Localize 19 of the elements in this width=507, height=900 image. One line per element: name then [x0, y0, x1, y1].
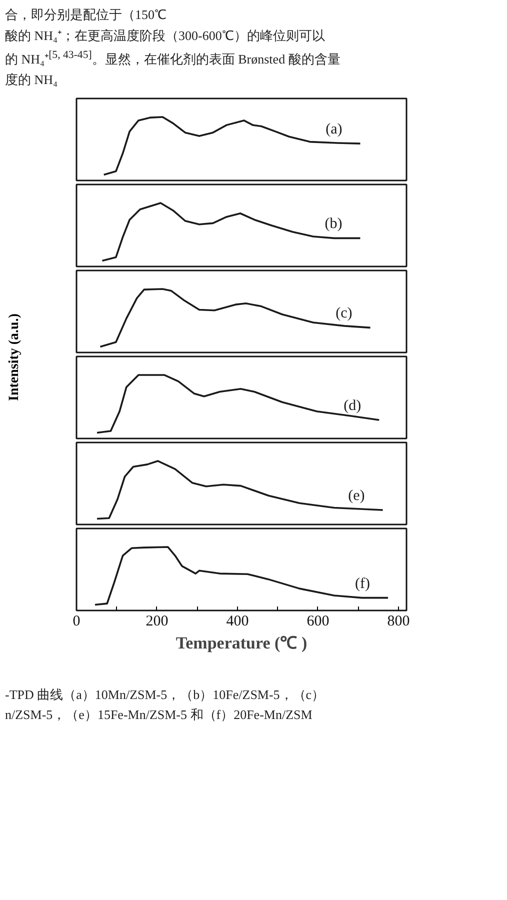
x-tick-label: 200	[146, 613, 168, 630]
x-axis-title: Temperature (℃ )	[176, 633, 308, 652]
y-axis-title: Intensity (a.u.)	[6, 312, 23, 402]
x-tick-label: 800	[387, 613, 410, 630]
x-tick-label: 600	[306, 613, 330, 630]
text: 酸的 NH₄⁺；在更高温度阶段（300-600℃）的峰位则可以	[5, 28, 325, 43]
text: 合，即分别是配位于（150℃	[5, 7, 166, 22]
text: 度的 NH₄	[5, 72, 58, 87]
series-label: (e)	[348, 488, 365, 504]
text: n/ZSM-5，（e）15Fe-Mn/ZSM-5 和（f）20Fe-Mn/ZSM	[5, 707, 312, 722]
series-label: (f)	[355, 575, 370, 592]
series-label: (d)	[344, 398, 362, 414]
series-label: (b)	[324, 216, 342, 232]
x-tick-label: 400	[226, 613, 249, 630]
x-tick-label: 0	[72, 613, 80, 630]
series-label: (c)	[336, 305, 352, 322]
text: -TPD 曲线（a）10Mn/ZSM-5，（b）10Fe/ZSM-5，（c）	[5, 686, 325, 702]
text: 的 NH₄⁺$^{[5, 43-45]}$。显然，在催化剂的表面 Brønsted 酸的含量	[5, 48, 340, 66]
series-label: (a)	[326, 121, 342, 138]
